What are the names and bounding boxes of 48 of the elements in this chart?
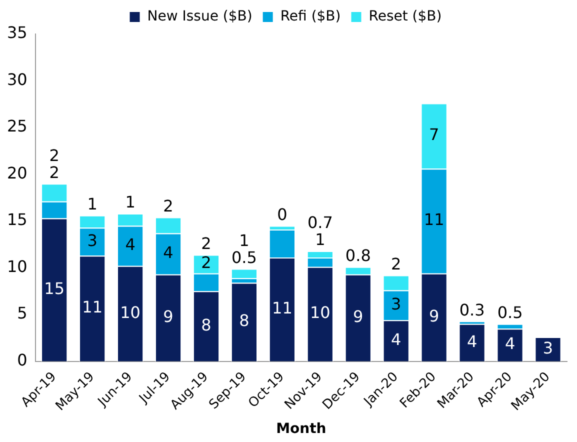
data-label: 0.3	[459, 300, 485, 320]
data-label: 9	[428, 306, 440, 326]
data-label: 4	[466, 332, 478, 351]
y-tick-label: 25	[7, 116, 28, 136]
data-label: 0	[277, 204, 288, 224]
data-label: 9	[353, 306, 364, 326]
y-tick-label: 20	[7, 163, 28, 182]
data-label: 2	[201, 234, 212, 253]
data-label: 4	[504, 334, 516, 354]
y-tick-label: 0	[17, 350, 28, 370]
data-label: 3	[542, 338, 554, 358]
data-label: 1	[87, 194, 98, 214]
data-label: 10	[310, 303, 330, 322]
data-label: 0.7	[307, 213, 333, 232]
y-tick-label: 15	[7, 210, 28, 230]
data-label: 8	[239, 311, 250, 330]
data-label: 2	[201, 253, 212, 272]
legend-label: New Issue ($B)	[147, 8, 252, 25]
data-label: 3	[87, 230, 98, 250]
data-label: 2	[49, 162, 60, 182]
data-label: 0.5	[497, 303, 523, 322]
x-axis-title: Month	[276, 421, 326, 438]
data-label: 15	[44, 278, 65, 298]
y-tick-label: 35	[7, 23, 28, 42]
data-label: 9	[163, 306, 174, 326]
data-label: 2	[49, 146, 60, 165]
legend-label: Reset ($B)	[368, 8, 442, 25]
data-label: 8	[201, 315, 212, 334]
data-label: 3	[391, 294, 402, 314]
data-label: 11	[82, 298, 102, 317]
y-tick-label: 5	[17, 304, 28, 323]
data-label: 7	[428, 125, 440, 144]
data-label: 4	[163, 242, 174, 262]
data-label: 4	[125, 234, 136, 254]
data-label: 2	[391, 254, 402, 274]
data-label: 0.8	[345, 246, 371, 266]
legend-label: Refi ($B)	[280, 8, 341, 25]
data-label: 10	[120, 302, 140, 322]
data-label: 11	[424, 210, 444, 230]
data-label: 2	[163, 196, 174, 216]
data-label: 1	[315, 230, 326, 250]
data-label: 1	[239, 230, 250, 250]
data-label: 1	[125, 192, 136, 212]
y-tick-label: 30	[7, 70, 28, 89]
data-label: 11	[272, 298, 292, 318]
y-tick-label: 10	[7, 256, 28, 276]
data-label: 4	[391, 330, 402, 349]
data-label: 0.5	[231, 248, 257, 267]
